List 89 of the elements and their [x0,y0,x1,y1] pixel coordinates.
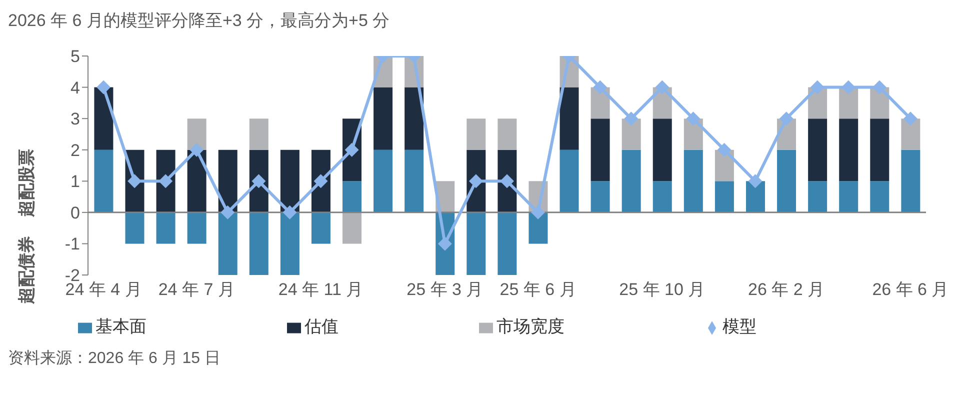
bar [652,181,672,212]
point [282,205,297,220]
bar [404,87,424,150]
bar [404,150,424,212]
x-tick-label: 25 年 10 月 [619,280,706,300]
legend-label: 基本面 [96,317,146,336]
point [624,112,638,126]
bar [498,212,517,275]
text: 资料来源：2026 年 6 月 15 日 [8,348,222,369]
point [190,142,204,157]
bar [187,118,206,150]
y-tick-label: 3 [70,110,80,129]
bar [839,181,858,212]
bar [498,118,517,150]
bar [622,118,641,150]
bar [839,118,858,182]
bar [342,212,362,244]
point [96,80,111,94]
bar [187,212,206,244]
bar [528,212,548,244]
point [438,236,452,251]
bar [374,87,393,150]
bar [870,118,890,182]
bar [870,181,890,212]
bar [684,150,703,212]
y-tick-label: -1 [64,234,80,254]
bar [249,212,268,275]
bar [808,181,828,212]
x-tick-label: 24 年 11 月 [278,280,364,300]
bar [156,212,176,244]
bar [652,118,672,182]
y-tick-label: 0 [70,203,80,222]
bar [622,150,641,212]
point [655,80,670,94]
point [841,80,856,94]
point [252,174,266,188]
point [779,112,794,126]
point [903,112,918,126]
point [468,174,483,188]
point [593,80,608,94]
legend-label: 估值 [304,317,338,336]
bar [280,212,300,275]
point [500,174,514,188]
bar [466,118,486,150]
bar [466,212,486,275]
bar [280,150,300,212]
bar [590,118,610,182]
point [128,174,142,188]
point [314,174,328,188]
bar [342,181,362,212]
text: 超配股票 [17,149,36,218]
bar [125,212,144,244]
point [686,112,700,126]
legend-label: 模型 [722,317,756,336]
bar [94,150,114,212]
x-tick-label: 24 年 4 月 [65,280,142,300]
point [810,80,824,94]
bar [901,150,920,212]
x-tick-label: 26 年 2 月 [748,280,825,300]
x-tick-label: 26 年 6 月 [872,280,949,300]
x-tick-label: 25 年 3 月 [406,280,484,300]
point [220,205,235,220]
point [872,80,886,94]
y-tick-label: 5 [70,47,80,66]
bar [311,212,330,244]
bar [839,87,858,119]
y-tick-label: 4 [70,78,80,98]
point [531,205,546,220]
point [748,174,762,188]
point [717,142,732,157]
bar [560,150,579,212]
point [158,174,173,188]
bar [901,118,920,150]
y-tick-label: 2 [70,140,80,160]
bar [808,118,828,182]
point [344,142,359,157]
bar [374,150,393,212]
bar [777,150,796,212]
chart-title: 2026 年 6 月的模型评分降至+3 分，最高分为+5 分 [8,10,391,32]
text: 超配债券 [17,236,36,305]
y-tick-label: 1 [70,172,80,192]
bar [714,181,734,212]
bar [218,212,238,275]
bar [249,118,268,150]
x-tick-label: 24 年 7 月 [158,280,235,300]
x-tick-label: 25 年 6 月 [500,280,576,300]
bar [560,87,579,150]
bar [590,181,610,212]
legend-label: 市场宽度 [496,317,564,336]
